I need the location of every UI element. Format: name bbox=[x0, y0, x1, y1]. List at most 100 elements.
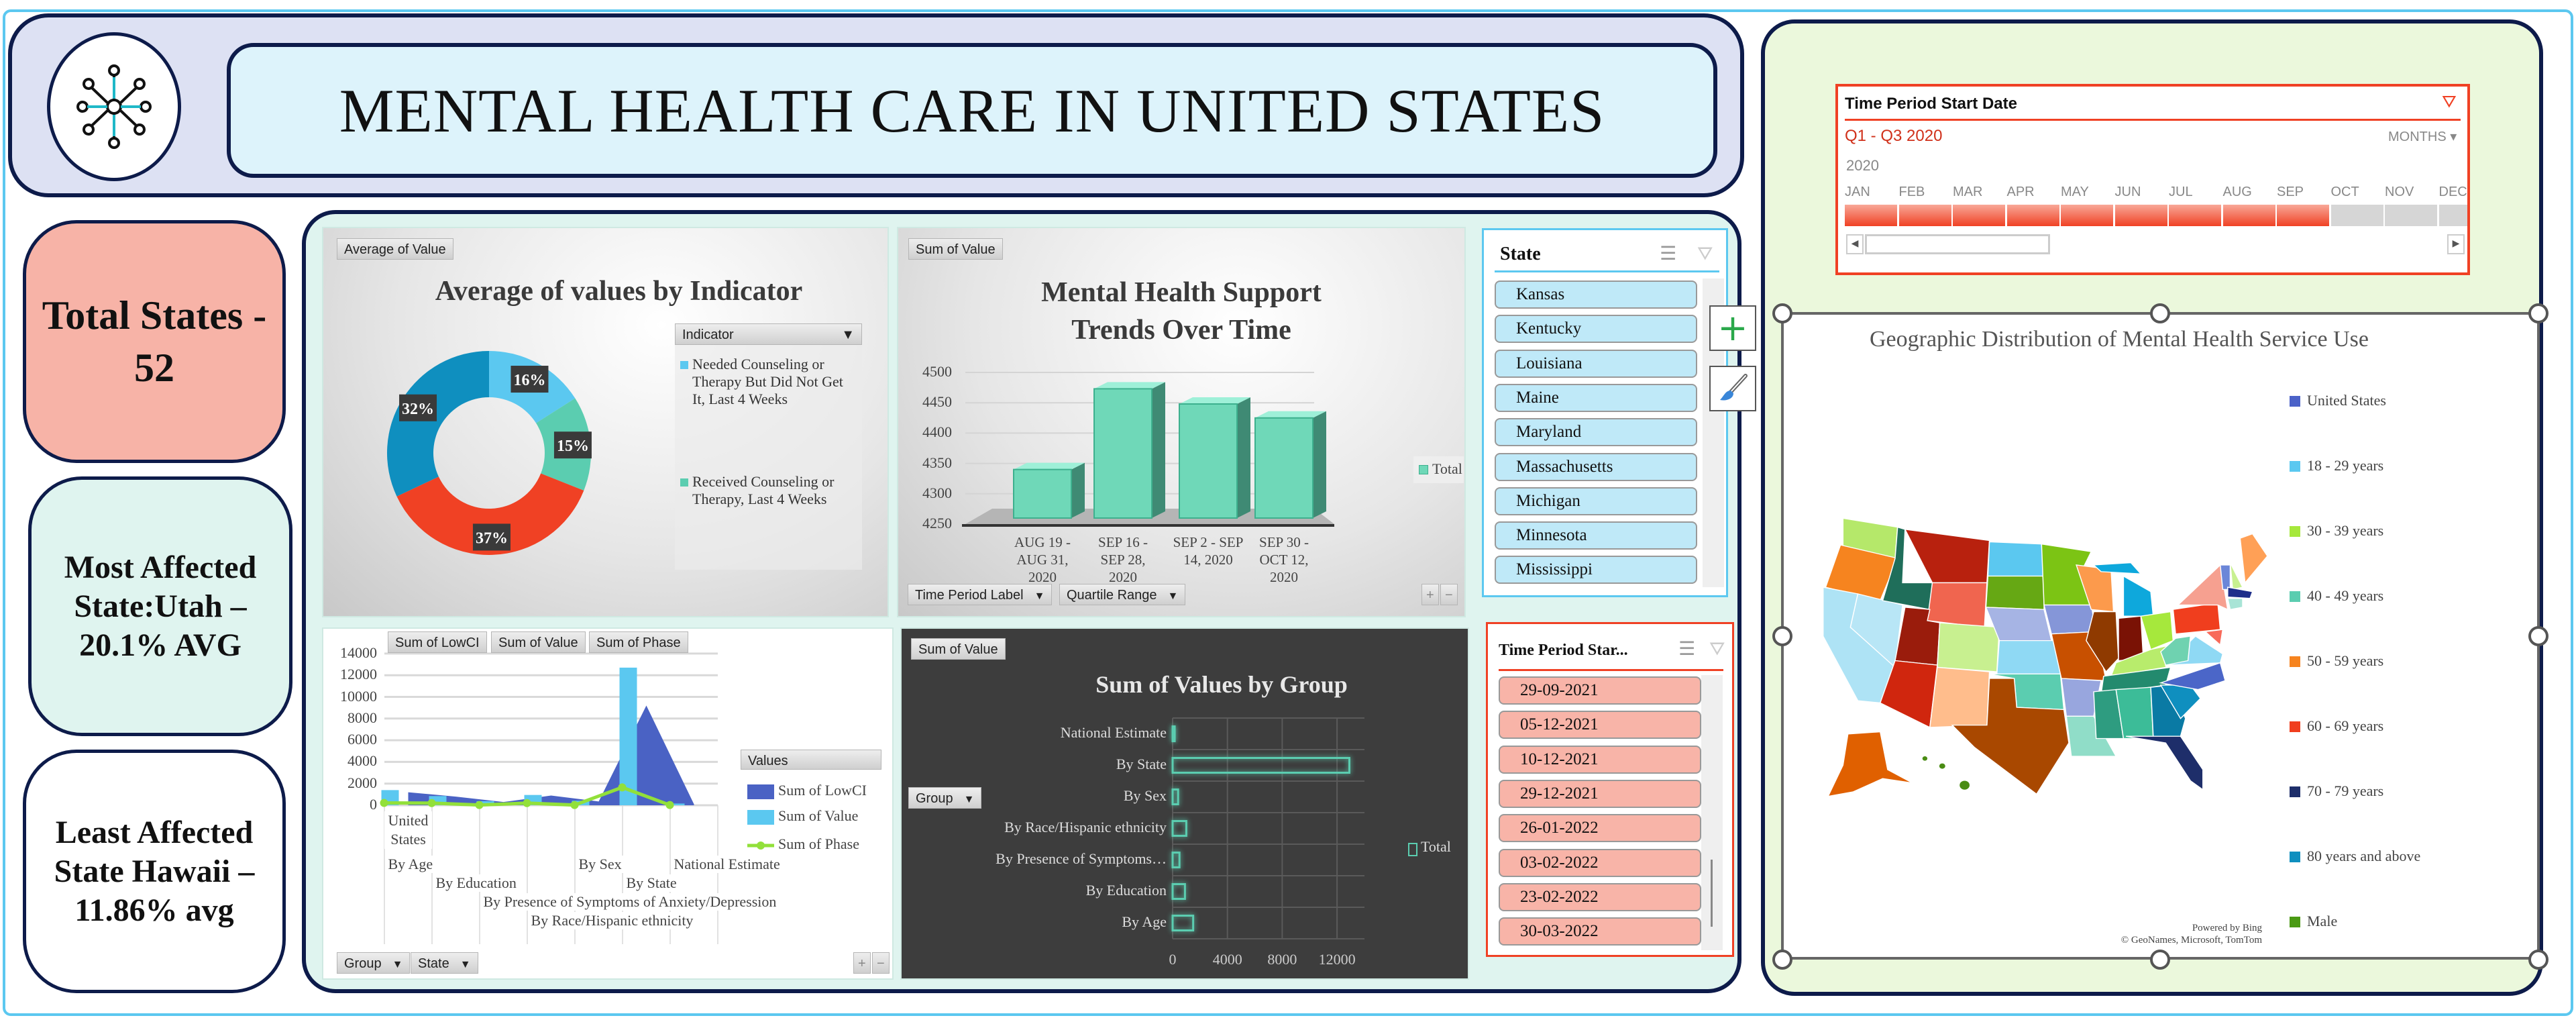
field-button-time-period-label[interactable]: Time Period Label ▼ bbox=[908, 584, 1053, 605]
column-chart-trends[interactable]: Sum of Value Mental Health Support Trend… bbox=[897, 227, 1466, 617]
field-button-sum-of-value[interactable]: Sum of Value bbox=[911, 638, 1006, 660]
combo-chart-values[interactable]: Sum of LowCI Sum of Value Sum of Phase V… bbox=[322, 627, 894, 980]
column[interactable] bbox=[1254, 417, 1313, 519]
state-region[interactable] bbox=[1951, 678, 2070, 795]
slicer-item[interactable]: Kansas bbox=[1495, 280, 1697, 309]
resize-handle-bottom-left[interactable] bbox=[1772, 950, 1792, 970]
bar[interactable] bbox=[1171, 852, 1181, 868]
state-region[interactable] bbox=[2227, 586, 2253, 599]
state-region[interactable] bbox=[2177, 564, 2229, 611]
state-region[interactable] bbox=[1904, 529, 1990, 584]
field-button-sum-of-lowci[interactable]: Sum of LowCI bbox=[388, 631, 487, 653]
state-region[interactable] bbox=[2229, 562, 2244, 591]
timeline-scroll-left[interactable]: ◀ bbox=[1846, 234, 1864, 254]
zoom-in-button[interactable]: + bbox=[853, 952, 871, 974]
slicer-item[interactable]: Minnesota bbox=[1495, 521, 1697, 550]
field-button-indicator[interactable]: Indicator ▼ bbox=[675, 323, 862, 345]
field-button-average-of-value[interactable]: Average of Value bbox=[337, 238, 453, 260]
state-region[interactable] bbox=[2239, 533, 2268, 584]
zoom-out-button[interactable]: − bbox=[1440, 584, 1458, 605]
state-slicer[interactable]: State ☰ ⛛ Kansas Kentucky Louisiana Maine Ma… bbox=[1482, 228, 1728, 597]
bar[interactable] bbox=[1171, 883, 1186, 900]
slicer-item[interactable]: 05-12-2021 bbox=[1499, 711, 1701, 740]
field-button-sum-of-value[interactable]: Sum of Value bbox=[908, 238, 1003, 260]
slicer-item[interactable]: Maryland bbox=[1495, 418, 1697, 447]
resize-handle-top-right[interactable] bbox=[2528, 303, 2548, 323]
timeline-month-cell[interactable] bbox=[2169, 205, 2221, 226]
timeline-month-cell[interactable] bbox=[1845, 205, 1897, 226]
clear-filter-icon[interactable]: ⛛ bbox=[1697, 242, 1713, 264]
state-region[interactable] bbox=[2204, 629, 2224, 646]
state-region[interactable] bbox=[2043, 604, 2097, 635]
slicer-item[interactable]: 29-09-2021 bbox=[1499, 676, 1701, 705]
bar[interactable] bbox=[1171, 788, 1179, 805]
state-region[interactable] bbox=[1849, 593, 1903, 668]
timeline-month-cell[interactable] bbox=[2114, 205, 2167, 226]
bar-chart-by-group[interactable]: Sum of Value Sum of Values by Group Grou… bbox=[900, 627, 1469, 980]
state-region[interactable] bbox=[2140, 611, 2174, 650]
timeline-month-cell[interactable] bbox=[2385, 205, 2437, 226]
scrollbar-thumb[interactable] bbox=[1711, 860, 1713, 927]
resize-handle-top-left[interactable] bbox=[1772, 303, 1792, 323]
slicer-item[interactable]: Louisiana bbox=[1495, 349, 1697, 378]
clear-filter-icon[interactable]: ⛛ bbox=[1709, 638, 1725, 660]
timeline-scroll-right[interactable]: ▶ bbox=[2447, 234, 2465, 254]
multi-select-icon[interactable]: ☰ bbox=[1660, 242, 1677, 264]
zoom-in-button[interactable]: + bbox=[1421, 584, 1439, 605]
donut-chart-indicator[interactable]: Average of Value Average of values by In… bbox=[322, 227, 889, 617]
clear-filter-icon[interactable]: ⛛ bbox=[2442, 92, 2457, 112]
resize-handle-bottom-right[interactable] bbox=[2528, 950, 2548, 970]
state-region[interactable] bbox=[2226, 597, 2243, 611]
bar[interactable] bbox=[1171, 757, 1350, 774]
timeline-month-cell[interactable] bbox=[2061, 205, 2113, 226]
map-chart[interactable]: Geographic Distribution of Mental Health… bbox=[1781, 312, 2540, 960]
timeline-slicer[interactable]: Time Period Start Date ⛛ Q1 - Q3 2020 MO… bbox=[1835, 84, 2470, 275]
slicer-item[interactable]: 10-12-2021 bbox=[1499, 745, 1701, 774]
state-region[interactable] bbox=[2065, 715, 2117, 757]
column-sum-of-value[interactable] bbox=[619, 667, 637, 805]
slicer-item[interactable]: Kentucky bbox=[1495, 315, 1697, 344]
slicer-item[interactable]: 23-02-2022 bbox=[1499, 882, 1701, 911]
state-region[interactable] bbox=[2159, 662, 2226, 691]
state-region[interactable] bbox=[1927, 582, 1988, 628]
bar[interactable] bbox=[1171, 915, 1195, 931]
state-region[interactable] bbox=[2172, 602, 2221, 635]
state-region[interactable] bbox=[2092, 562, 2142, 574]
column[interactable] bbox=[1093, 388, 1152, 519]
timeline-level-dropdown[interactable]: MONTHS ▾ bbox=[2388, 128, 2457, 145]
timeline-month-cell[interactable] bbox=[2330, 205, 2383, 226]
bar[interactable] bbox=[1171, 820, 1187, 837]
state-region[interactable] bbox=[1929, 666, 1990, 728]
slicer-item[interactable]: Michigan bbox=[1495, 487, 1697, 515]
column[interactable] bbox=[1013, 468, 1072, 519]
slicer-item[interactable]: Massachusetts bbox=[1495, 452, 1697, 481]
state-region[interactable] bbox=[2160, 635, 2192, 666]
chart-styles-button[interactable] bbox=[1709, 366, 1756, 411]
state-region[interactable] bbox=[1937, 622, 2000, 672]
column[interactable] bbox=[1179, 403, 1238, 519]
resize-handle-bottom[interactable] bbox=[2150, 950, 2170, 970]
timeline-month-cell[interactable] bbox=[2438, 205, 2467, 226]
field-button-sum-of-value[interactable]: Sum of Value bbox=[491, 631, 586, 653]
slicer-scrollbar[interactable] bbox=[1701, 675, 1723, 950]
resize-handle-left[interactable] bbox=[1772, 626, 1792, 646]
state-region[interactable] bbox=[1985, 575, 2045, 610]
zoom-out-button[interactable]: − bbox=[872, 952, 890, 974]
slicer-item[interactable]: 29-12-2021 bbox=[1499, 779, 1701, 808]
slicer-item[interactable]: 03-02-2022 bbox=[1499, 848, 1701, 877]
slicer-item[interactable]: 30-03-2022 bbox=[1499, 917, 1701, 946]
slicer-item[interactable]: Maine bbox=[1495, 383, 1697, 412]
timeline-month-cell[interactable] bbox=[1953, 205, 2005, 226]
field-button-sum-of-phase[interactable]: Sum of Phase bbox=[589, 631, 688, 653]
add-element-button[interactable]: + bbox=[1709, 305, 1756, 351]
timeline-month-cell[interactable] bbox=[2277, 205, 2329, 226]
donut-slice[interactable] bbox=[387, 351, 489, 497]
state-region[interactable] bbox=[2123, 575, 2154, 617]
resize-handle-right[interactable] bbox=[2528, 626, 2548, 646]
timeline-month-cell[interactable] bbox=[2006, 205, 2059, 226]
state-region[interactable] bbox=[1996, 640, 2061, 675]
timeline-month-cell[interactable] bbox=[2222, 205, 2275, 226]
slicer-item[interactable]: Mississippi bbox=[1495, 556, 1697, 584]
donut-slice[interactable] bbox=[396, 473, 584, 555]
multi-select-icon[interactable]: ☰ bbox=[1678, 638, 1696, 660]
